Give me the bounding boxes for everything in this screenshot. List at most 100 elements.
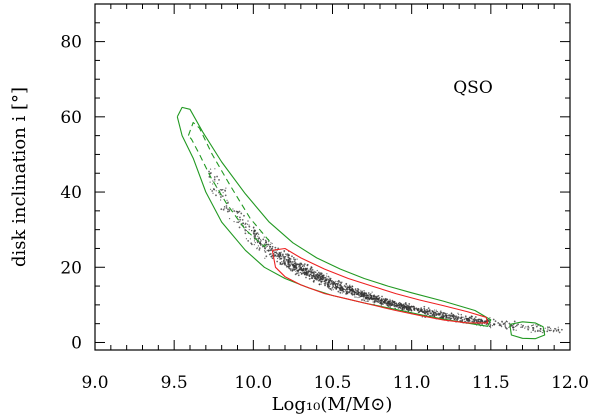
scatter-point xyxy=(313,275,316,278)
scatter-point xyxy=(347,293,349,295)
scatter-point xyxy=(515,329,517,331)
scatter-point xyxy=(506,321,508,323)
scatter-point xyxy=(256,232,259,234)
scatter-point xyxy=(341,286,344,289)
scatter-point xyxy=(355,291,358,294)
scatter-point xyxy=(361,293,363,295)
scatter-point xyxy=(385,304,387,306)
x-tick-label: 9.5 xyxy=(161,373,188,393)
x-tick-label: 12.0 xyxy=(551,373,589,393)
scatter-point xyxy=(254,242,256,244)
scatter-point xyxy=(222,208,225,211)
scatter-point xyxy=(285,259,288,261)
scatter-point xyxy=(489,327,492,329)
scatter-point xyxy=(282,262,284,264)
scatter-point xyxy=(347,288,349,290)
scatter-point xyxy=(220,196,222,198)
scatter-point xyxy=(436,313,439,316)
scatter-point xyxy=(271,242,273,245)
scatter-point xyxy=(293,258,295,261)
scatter-point xyxy=(294,273,297,276)
scatter-point xyxy=(488,325,491,328)
scatter-point xyxy=(312,280,314,283)
scatter-point xyxy=(450,312,453,314)
scatter-point xyxy=(336,283,339,285)
scatter-point xyxy=(360,289,362,291)
scatter-point xyxy=(327,281,330,284)
scatter-point xyxy=(326,273,328,275)
scatter-point xyxy=(214,168,216,170)
scatter-point xyxy=(288,257,290,259)
scatter-point xyxy=(432,312,435,315)
scatter-point xyxy=(306,267,309,270)
scatter-point xyxy=(264,257,266,259)
scatter-point xyxy=(233,220,235,223)
scatter-point xyxy=(504,325,507,327)
scatter-point xyxy=(513,320,516,323)
scatter-point xyxy=(557,330,560,332)
scatter-point xyxy=(433,314,436,316)
scatter-point xyxy=(265,246,267,248)
scatter-point xyxy=(298,268,300,270)
scatter-point xyxy=(294,258,297,261)
scatter-point xyxy=(399,307,402,309)
scatter-point xyxy=(380,303,382,305)
scatter-point xyxy=(370,292,372,295)
scatter-point xyxy=(456,317,459,320)
scatter-point xyxy=(329,283,332,286)
scatter-point xyxy=(552,331,554,333)
red-contour xyxy=(271,247,489,324)
scatter-point xyxy=(401,307,404,309)
scatter-point xyxy=(427,307,430,309)
scatter-point xyxy=(295,263,298,265)
scatter-point xyxy=(254,235,257,237)
scatter-point xyxy=(327,284,330,286)
scatter-point xyxy=(522,324,524,327)
scatter-point xyxy=(305,271,308,274)
green-dashed-contour xyxy=(187,121,270,248)
scatter-point xyxy=(246,223,249,225)
scatter-point xyxy=(435,309,437,311)
scatter-point xyxy=(339,284,342,287)
scatter-point xyxy=(311,268,314,271)
scatter-point xyxy=(341,292,343,294)
scatter-point xyxy=(512,326,514,329)
scatter-point xyxy=(378,296,381,299)
scatter-point xyxy=(337,282,340,284)
scatter-point xyxy=(259,242,261,245)
scatter-point xyxy=(277,255,280,258)
scatter-point xyxy=(329,288,332,290)
scatter-point xyxy=(349,284,351,286)
scatter-point xyxy=(267,250,270,252)
scatter-point xyxy=(329,277,331,279)
scatter-point xyxy=(345,282,348,285)
scatter-point xyxy=(311,276,313,279)
scatter-point xyxy=(354,288,357,291)
scatter-point xyxy=(330,289,333,291)
scatter-point xyxy=(258,247,261,250)
scatter-point xyxy=(414,307,416,309)
scatter-point xyxy=(342,287,344,290)
scatter-point xyxy=(406,305,409,308)
scatter-point xyxy=(300,263,303,266)
scatter-point xyxy=(248,229,250,231)
scatter-point xyxy=(428,310,431,313)
scatter-point xyxy=(324,276,327,279)
scatter-point xyxy=(384,299,386,301)
scatter-point xyxy=(440,310,442,312)
scatter-point xyxy=(532,327,534,329)
scatter-point xyxy=(369,294,372,297)
scatter-point xyxy=(280,263,283,266)
scatter-point xyxy=(361,299,363,301)
y-tick-label: 40 xyxy=(60,183,82,203)
x-axis-label: Log₁₀(M/M⊙) xyxy=(272,394,393,415)
scatter-point xyxy=(322,275,324,277)
scatter-point xyxy=(283,261,285,263)
scatter-point xyxy=(547,329,549,331)
scatter-point xyxy=(447,314,450,317)
scatter-point xyxy=(323,274,325,276)
scatter-point xyxy=(348,287,350,289)
scatter-point xyxy=(302,268,305,271)
scatter-point xyxy=(512,328,515,331)
scatter-point xyxy=(247,220,249,222)
